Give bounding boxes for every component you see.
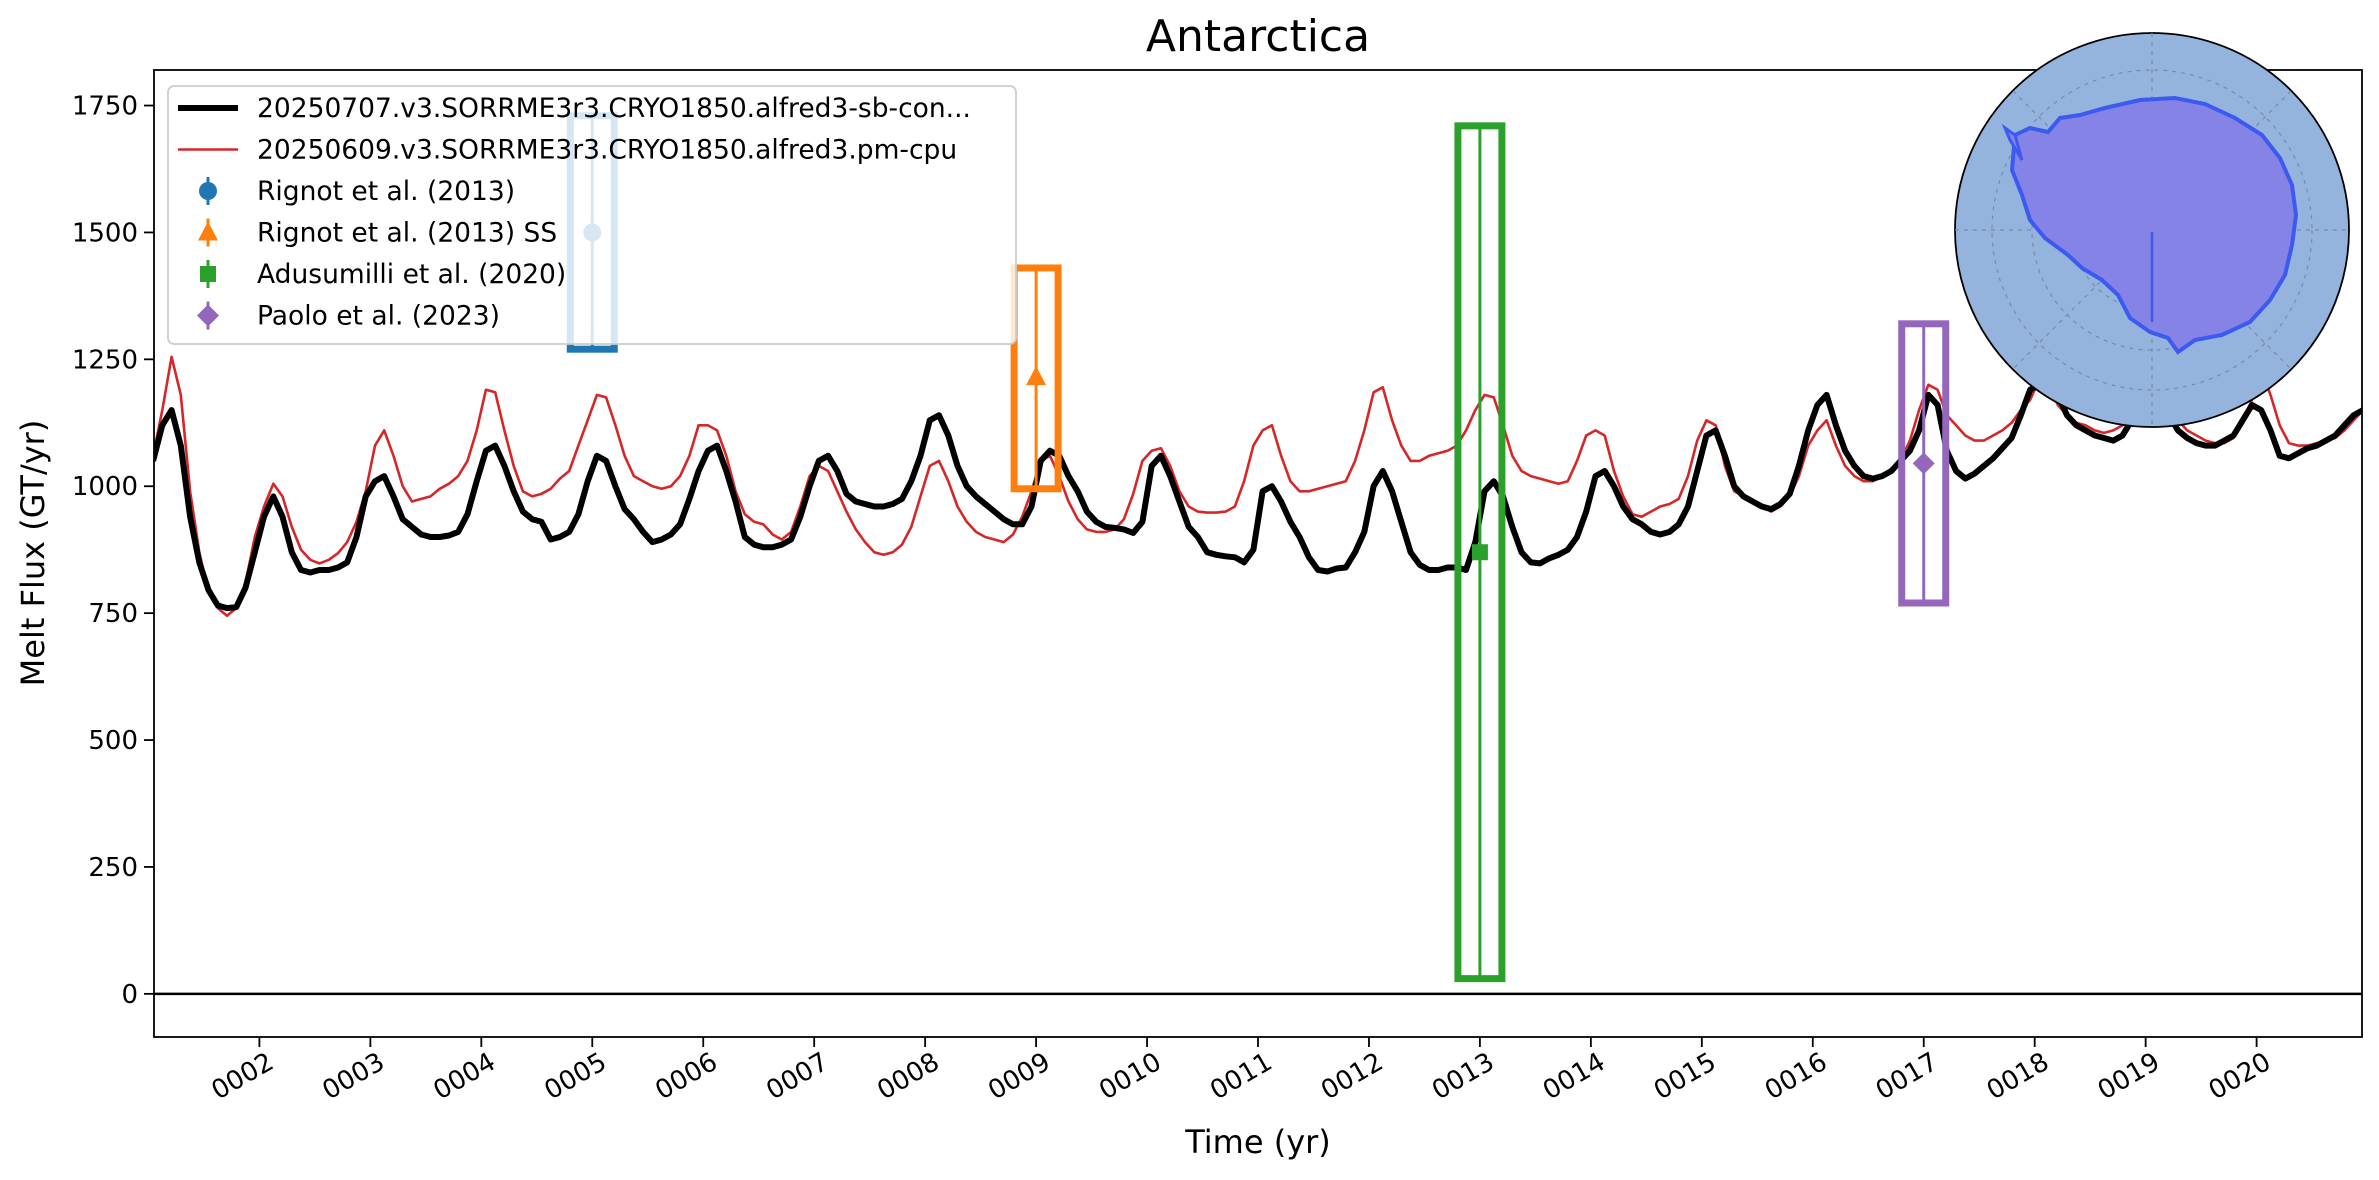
legend-entry-label: Adusumilli et al. (2020): [257, 259, 566, 290]
y-tick-label: 750: [88, 599, 138, 629]
y-tick-label: 250: [88, 853, 138, 883]
observation-marker: [1026, 366, 1047, 386]
series-line-1: [154, 371, 2362, 612]
legend-marker-swatch: [200, 266, 216, 282]
observation-marker: [1471, 544, 1488, 561]
legend-marker-swatch: [198, 221, 218, 241]
antarctica-continent-shape: [2009, 95, 2299, 355]
series-line-2: [154, 355, 2362, 618]
legend-entry-label: 20250609.v3.SORRME3r3.CRYO1850.alfred3.p…: [257, 135, 957, 166]
legend-entry-label: Rignot et al. (2013) SS: [257, 218, 557, 249]
y-axis-label: Melt Flux (GT/yr): [14, 420, 52, 687]
legend: 20250707.v3.SORRME3r3.CRYO1850.alfred3-s…: [167, 85, 1017, 345]
antarctic-peninsula-shape: [2001, 123, 2024, 161]
chart-title: Antarctica: [1146, 11, 1370, 62]
y-tick-label: 0: [121, 980, 138, 1010]
legend-entry-label: Rignot et al. (2013): [257, 176, 515, 207]
legend-entry-label: Paolo et al. (2023): [257, 301, 500, 332]
y-tick-label: 1250: [72, 345, 138, 375]
observation-marker: [1912, 452, 1935, 475]
x-axis-label: Time (yr): [1184, 1123, 1331, 1161]
legend-entry-label: 20250707.v3.SORRME3r3.CRYO1850.alfred3-s…: [257, 93, 971, 124]
legend-marker-swatch: [199, 182, 217, 200]
antarctica-inset-map: [1954, 32, 2350, 428]
y-tick-label: 1000: [72, 472, 138, 502]
y-tick-label: 500: [88, 726, 138, 756]
y-tick-label: 1500: [72, 218, 138, 248]
legend-marker-swatch: [197, 304, 219, 327]
y-tick-label: 1750: [72, 92, 138, 122]
